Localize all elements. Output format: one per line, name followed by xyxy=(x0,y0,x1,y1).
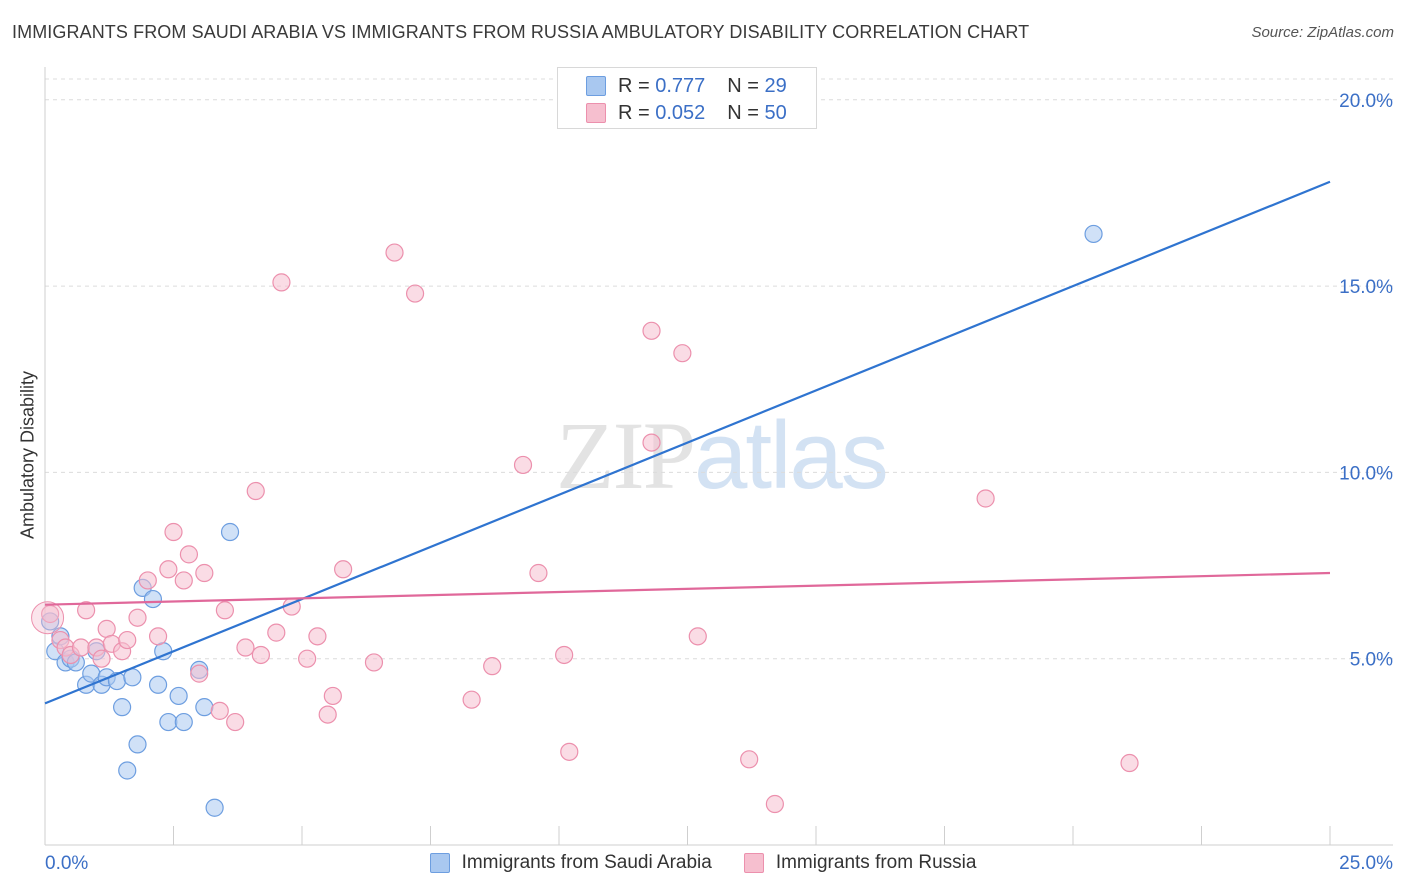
y-tick-label: 20.0% xyxy=(1339,91,1393,112)
russia-data-point xyxy=(71,638,91,657)
x-tick-label-min: 0.0% xyxy=(45,853,88,874)
russia-data-point xyxy=(118,630,137,650)
russia-data-point xyxy=(642,321,661,340)
russia-data-point xyxy=(765,794,784,814)
watermark: ZIPatlas xyxy=(556,400,889,511)
russia-data-point xyxy=(236,638,255,657)
watermark-atlas: atlas xyxy=(694,402,889,509)
russia-data-point xyxy=(308,627,327,646)
saudi-data-point xyxy=(174,712,193,732)
russia-data-point xyxy=(267,623,286,642)
saudi-swatch xyxy=(586,76,606,96)
russia-legend-swatch xyxy=(743,853,764,873)
russia-data-point xyxy=(405,284,425,303)
saudi-legend-swatch xyxy=(429,853,450,873)
correlation-legend: R = 0.777 N = 29 R = 0.052 N = 50 xyxy=(557,67,817,129)
source-credit: Source: ZipAtlas.com xyxy=(1251,24,1394,41)
russia-data-point xyxy=(323,686,342,706)
russia-data-point xyxy=(364,653,384,672)
russia-data-point xyxy=(148,627,168,646)
r-label: R = xyxy=(618,101,650,124)
russia-data-point xyxy=(195,563,214,583)
russia-data-point xyxy=(251,645,270,665)
russia-data-point xyxy=(318,705,337,724)
chart-title: IMMIGRANTS FROM SAUDI ARABIA VS IMMIGRAN… xyxy=(12,22,1030,42)
saudi-data-point xyxy=(148,675,168,694)
russia-data-point xyxy=(174,571,193,590)
russia-data-point xyxy=(529,563,548,583)
n-value-russia: 50 xyxy=(764,101,787,124)
r-label: R = xyxy=(618,74,650,97)
russia-data-point xyxy=(179,545,199,564)
legend-row-saudi: R = 0.777 N = 29 xyxy=(558,73,787,99)
russia-data-point xyxy=(976,489,995,508)
russia-data-point xyxy=(164,522,183,542)
russia-data-point xyxy=(642,433,661,452)
y-tick-label: 5.0% xyxy=(1350,650,1393,671)
russia-data-point xyxy=(215,601,234,620)
russia-swatch xyxy=(586,103,606,123)
russia-data-point xyxy=(462,690,481,709)
russia-data-point xyxy=(138,571,157,590)
n-label: N = xyxy=(727,74,759,97)
russia-data-point xyxy=(513,455,533,475)
russia-data-point xyxy=(688,627,707,646)
russia-trend-line xyxy=(44,571,1331,606)
russia-data-point xyxy=(298,649,317,668)
saudi-data-point xyxy=(1084,224,1103,244)
saudi-data-point xyxy=(143,589,163,609)
saudi-data-point xyxy=(118,761,137,780)
legend-item-russia[interactable]: Immigrants from Russia xyxy=(743,852,977,874)
russia-data-point xyxy=(483,657,502,676)
russia-data-point xyxy=(210,701,229,720)
russia-data-point xyxy=(560,742,579,761)
saudi-data-point xyxy=(112,698,132,717)
saudi-data-point xyxy=(220,522,240,542)
russia-data-point xyxy=(159,560,178,579)
russia-legend-label: Immigrants from Russia xyxy=(775,852,977,873)
saudi-data-point xyxy=(205,798,224,817)
saudi-trend-line xyxy=(44,180,1331,705)
r-value-russia: 0.052 xyxy=(655,101,706,124)
russia-data-point xyxy=(92,649,111,668)
russia-cluster-point xyxy=(31,601,65,635)
russia-data-point xyxy=(190,664,209,683)
saudi-data-point xyxy=(195,698,214,717)
russia-data-point xyxy=(226,712,245,732)
y-tick-label: 10.0% xyxy=(1339,463,1393,484)
x-tick-label-max: 25.0% xyxy=(1339,853,1393,874)
russia-data-point xyxy=(740,750,759,769)
y-tick-label: 15.0% xyxy=(1339,277,1393,298)
saudi-data-point xyxy=(169,686,188,706)
russia-data-point xyxy=(246,481,265,501)
y-axis-label: Ambulatory Disability xyxy=(17,370,38,540)
saudi-data-point xyxy=(159,712,178,732)
russia-data-point xyxy=(1120,753,1139,773)
russia-data-point xyxy=(334,560,353,579)
russia-data-point xyxy=(673,344,692,363)
n-label: N = xyxy=(727,101,759,124)
russia-data-point xyxy=(128,608,147,627)
r-value-saudi: 0.777 xyxy=(655,74,706,97)
russia-data-point xyxy=(272,273,291,292)
watermark-zip: ZIP xyxy=(556,402,696,509)
saudi-legend-label: Immigrants from Saudi Arabia xyxy=(461,852,712,873)
russia-data-point xyxy=(77,601,96,620)
series-legend: Immigrants from Saudi Arabia Immigrants … xyxy=(0,852,1406,874)
saudi-data-point xyxy=(128,735,147,754)
legend-item-saudi[interactable]: Immigrants from Saudi Arabia xyxy=(429,852,712,874)
russia-data-point xyxy=(555,645,574,665)
russia-data-point xyxy=(385,243,404,262)
n-value-saudi: 29 xyxy=(764,74,787,97)
legend-row-russia: R = 0.052 N = 50 xyxy=(558,100,787,126)
